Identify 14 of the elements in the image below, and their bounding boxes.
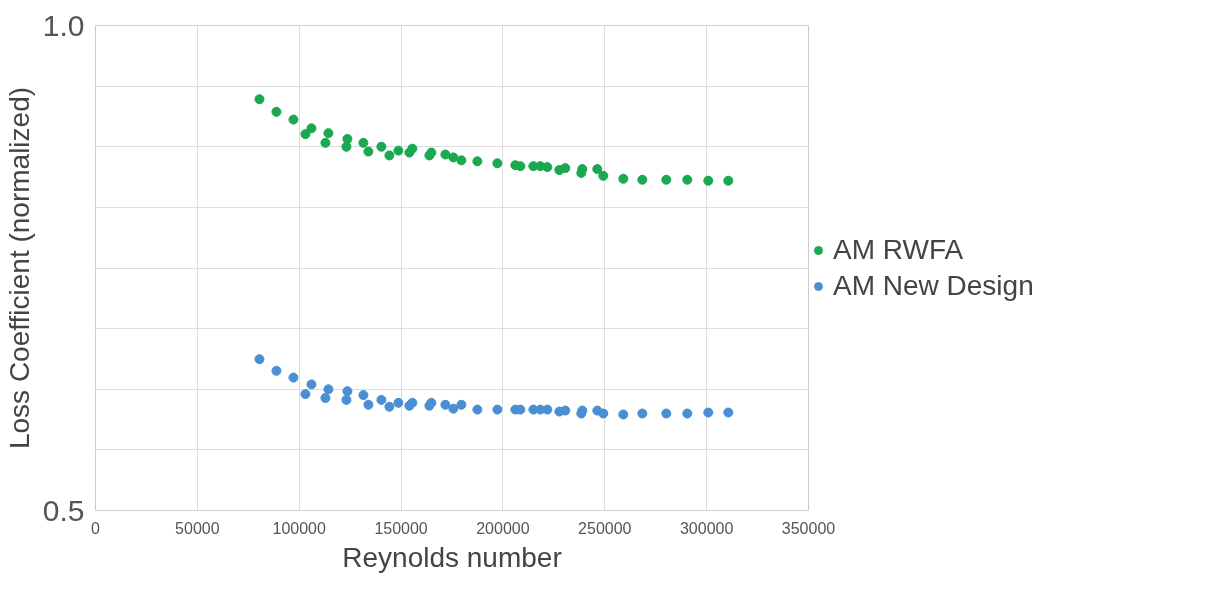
y-axis-title: Loss Coefficient (normalized) xyxy=(3,86,35,450)
x-tick-label: 150000 xyxy=(374,519,428,537)
y-tick-label: 1.0 xyxy=(42,8,85,42)
legend-label: AM New Design xyxy=(833,269,1034,302)
x-tick-label: 200000 xyxy=(476,519,530,537)
x-tick-label: 350000 xyxy=(781,519,836,537)
y-tick-label: 0.5 xyxy=(42,493,85,527)
x-tick-label: 100000 xyxy=(272,519,327,537)
legend-label: AM RWFA xyxy=(833,233,964,266)
x-tick-label: 0 xyxy=(91,519,101,537)
x-axis-title: Reynolds number xyxy=(342,541,562,573)
x-tick-label: 250000 xyxy=(578,519,632,537)
x-tick-label: 50000 xyxy=(175,519,220,537)
x-tick-label: 300000 xyxy=(679,519,734,537)
